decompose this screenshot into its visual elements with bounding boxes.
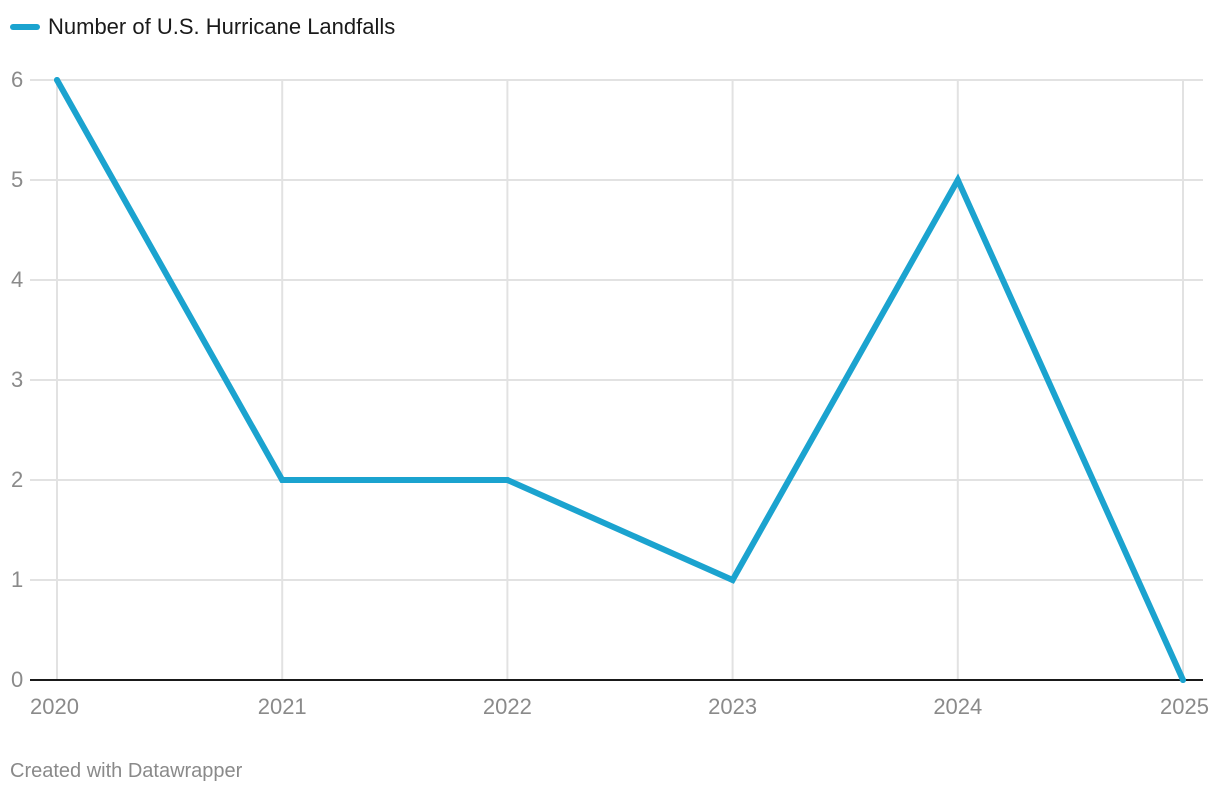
legend-swatch <box>10 24 40 30</box>
y-tick-label: 6 <box>11 67 23 92</box>
data-point-2024 <box>954 177 961 183</box>
x-tick-label: 2021 <box>258 694 307 719</box>
data-point-2023 <box>729 577 736 583</box>
y-tick-label: 1 <box>11 567 23 592</box>
y-tick-label: 2 <box>11 467 23 492</box>
y-tick-label: 0 <box>11 667 23 692</box>
data-point-2021 <box>279 477 286 483</box>
x-tick-label: 2024 <box>933 694 982 719</box>
x-tick-label: 2023 <box>708 694 757 719</box>
series-line-hurricane-landfalls <box>54 77 1186 683</box>
footer-credit: Created with Datawrapper <box>10 760 243 782</box>
grid-layer <box>30 79 1203 680</box>
y-tick-label: 5 <box>11 167 23 192</box>
x-tick-label: 2025 <box>1160 694 1209 719</box>
data-point-2022 <box>504 477 511 483</box>
y-tick-label: 4 <box>11 267 23 292</box>
line-layer <box>54 77 1186 683</box>
label-layer: 0 1 2 3 4 5 6 2020 2021 2022 2023 2024 2025 <box>11 67 1209 719</box>
data-point-2025 <box>1180 677 1186 683</box>
x-tick-label: 2020 <box>30 694 79 719</box>
legend: Number of U.S. Hurricane Landfalls <box>10 12 395 42</box>
x-tick-label: 2022 <box>483 694 532 719</box>
y-tick-label: 3 <box>11 367 23 392</box>
data-point-2020 <box>54 77 60 83</box>
legend-label: Number of U.S. Hurricane Landfalls <box>48 14 396 39</box>
